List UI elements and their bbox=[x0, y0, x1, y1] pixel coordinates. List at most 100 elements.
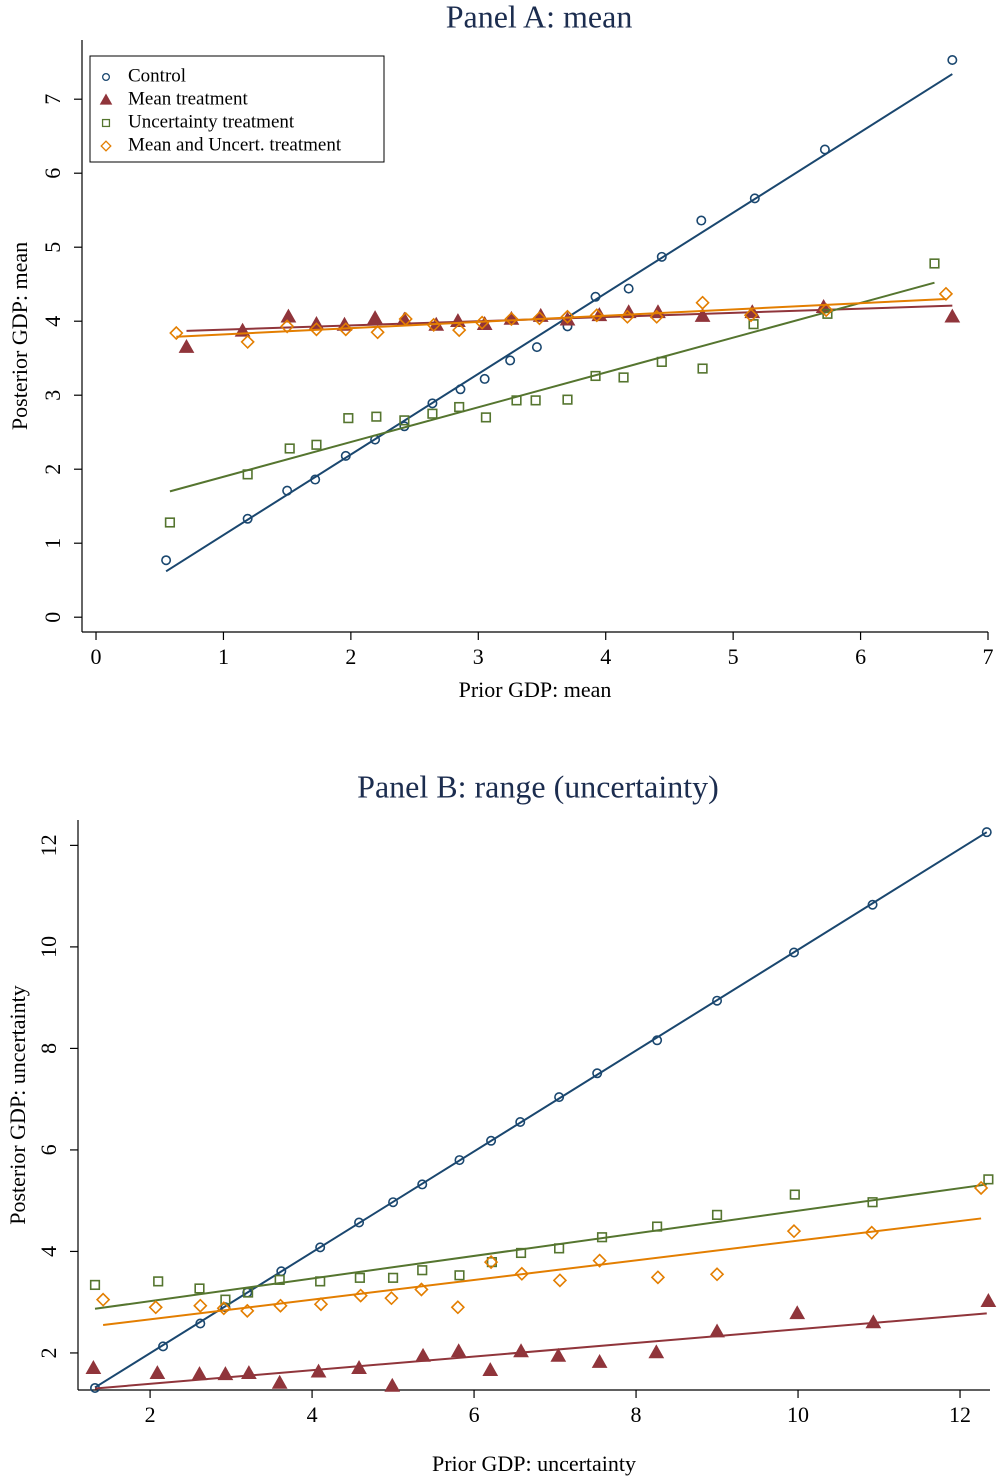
point bbox=[596, 1232, 608, 1243]
point bbox=[711, 1209, 723, 1220]
point bbox=[242, 469, 253, 480]
point bbox=[947, 54, 958, 65]
point bbox=[309, 322, 324, 337]
point bbox=[384, 1290, 399, 1306]
x-tick-label: 6 bbox=[469, 1402, 480, 1427]
point bbox=[164, 517, 176, 528]
point bbox=[311, 439, 322, 450]
point bbox=[482, 1362, 499, 1376]
fit-line bbox=[169, 281, 935, 493]
point bbox=[709, 1267, 725, 1282]
point bbox=[652, 1221, 663, 1232]
panel: Panel B: range (uncertainty) 2 4 6 8 10 12 2 4 6 8… bbox=[5, 768, 997, 1476]
point bbox=[387, 1272, 399, 1283]
point bbox=[743, 308, 759, 323]
y-axis-label: Posterior GDP: mean bbox=[7, 242, 32, 430]
point bbox=[370, 325, 385, 340]
fit-line bbox=[94, 1183, 987, 1310]
point bbox=[786, 1223, 802, 1239]
point bbox=[980, 1293, 997, 1307]
y-tick-label: 4 bbox=[40, 316, 65, 327]
point bbox=[241, 1365, 257, 1380]
point bbox=[148, 1300, 163, 1315]
point bbox=[191, 1366, 208, 1381]
point bbox=[709, 1323, 725, 1338]
chart-title: Panel B: range (uncertainty) bbox=[357, 768, 719, 804]
point bbox=[592, 1253, 607, 1268]
point bbox=[480, 412, 492, 423]
point bbox=[415, 1347, 431, 1362]
point bbox=[240, 334, 255, 350]
point bbox=[95, 1292, 111, 1307]
legend-marker bbox=[101, 118, 111, 128]
point bbox=[591, 1353, 608, 1368]
x-tick-label: 0 bbox=[91, 644, 102, 669]
point bbox=[944, 308, 961, 323]
chart-title: Panel A: mean bbox=[446, 0, 633, 34]
point bbox=[194, 1283, 205, 1294]
y-tick-label: 6 bbox=[36, 1144, 61, 1155]
point bbox=[530, 395, 541, 406]
point bbox=[867, 1197, 878, 1208]
point bbox=[310, 474, 321, 485]
point bbox=[819, 302, 834, 318]
point bbox=[427, 398, 438, 409]
point bbox=[338, 322, 353, 337]
point bbox=[284, 443, 295, 454]
point bbox=[274, 1274, 285, 1285]
point bbox=[554, 1243, 565, 1254]
point bbox=[554, 1092, 565, 1103]
point bbox=[454, 1155, 465, 1166]
point bbox=[169, 325, 184, 341]
point bbox=[89, 1279, 101, 1291]
point bbox=[623, 283, 634, 294]
fit-line bbox=[102, 1217, 982, 1327]
legend-marker bbox=[100, 140, 112, 152]
point bbox=[384, 1377, 401, 1392]
point bbox=[310, 1363, 327, 1378]
point bbox=[399, 415, 410, 426]
point bbox=[217, 1366, 234, 1381]
point bbox=[242, 513, 253, 524]
point bbox=[560, 309, 575, 324]
panel: Panel A: mean 0 1 2 3 4 5 6 7 0 1 2 3 4 5 6 7 Prior GDP: … bbox=[7, 0, 993, 702]
point bbox=[590, 291, 601, 302]
point bbox=[620, 309, 635, 324]
y-axis-label: Posterior GDP: uncertainty bbox=[5, 985, 30, 1225]
point bbox=[973, 1180, 989, 1196]
x-tick-label: 5 bbox=[728, 644, 739, 669]
x-tick-label: 12 bbox=[949, 1402, 971, 1427]
point bbox=[371, 411, 382, 422]
legend-marker bbox=[99, 93, 113, 105]
point bbox=[315, 1276, 326, 1287]
point bbox=[531, 342, 542, 353]
x-tick-label: 10 bbox=[787, 1402, 809, 1427]
point bbox=[343, 413, 354, 424]
point bbox=[454, 1270, 465, 1281]
point bbox=[515, 1117, 526, 1128]
y-tick-label: 2 bbox=[40, 464, 65, 475]
y-tick-label: 1 bbox=[40, 538, 65, 549]
point bbox=[178, 338, 195, 353]
y-tick-label: 10 bbox=[36, 936, 61, 958]
y-tick-label: 7 bbox=[40, 94, 65, 105]
point bbox=[552, 1273, 568, 1288]
y-tick-label: 0 bbox=[40, 612, 65, 623]
point bbox=[504, 311, 519, 327]
point bbox=[315, 1242, 326, 1253]
y-tick-label: 3 bbox=[40, 390, 65, 401]
x-axis-label: Prior GDP: mean bbox=[459, 677, 612, 702]
x-tick-label: 6 bbox=[855, 644, 866, 669]
y-tick-label: 6 bbox=[40, 168, 65, 179]
point bbox=[505, 355, 516, 366]
point bbox=[618, 372, 629, 383]
point bbox=[354, 1217, 365, 1228]
legend-box bbox=[89, 55, 385, 163]
point bbox=[340, 450, 351, 461]
point bbox=[865, 1314, 882, 1329]
point bbox=[282, 485, 293, 496]
legend-label: Control bbox=[128, 65, 186, 86]
x-tick-label: 4 bbox=[600, 644, 611, 669]
